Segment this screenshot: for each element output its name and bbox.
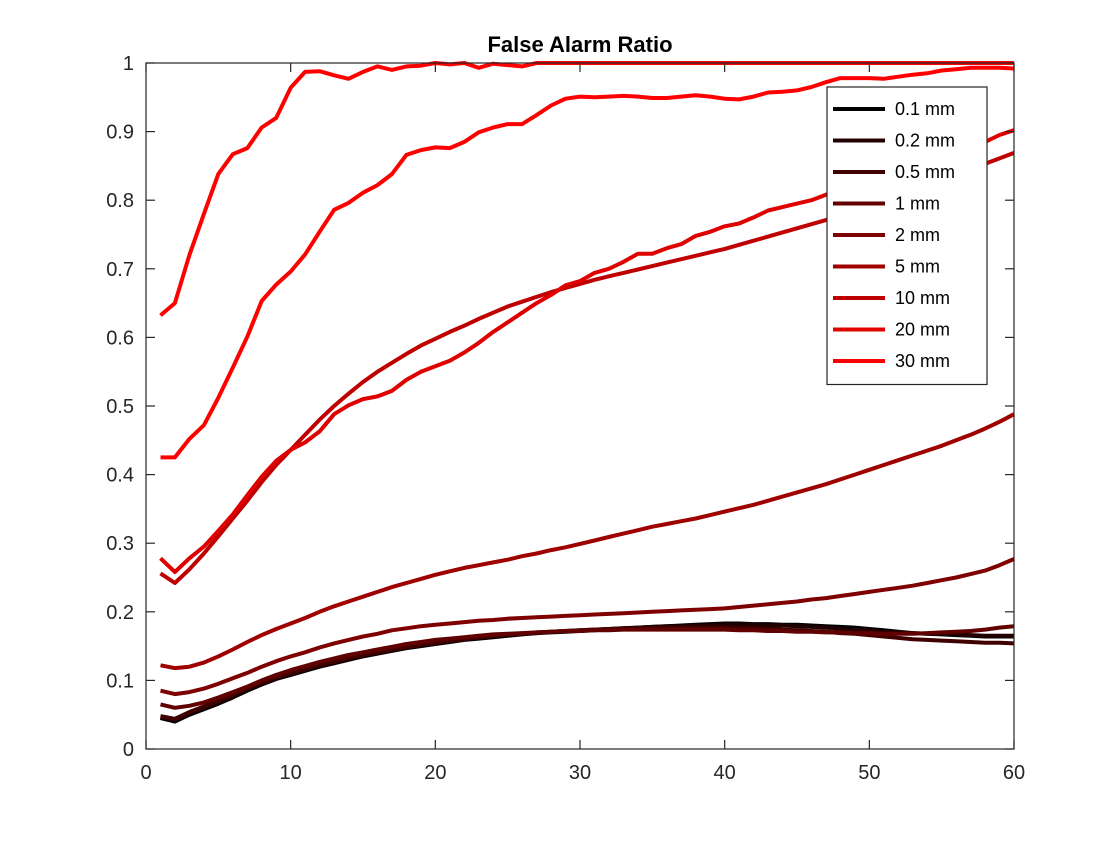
- y-tick-label: 0.6: [106, 327, 134, 349]
- legend-label: 5 mm: [895, 257, 940, 277]
- series-line-4: [160, 624, 1015, 710]
- x-tick-label: 10: [280, 762, 302, 784]
- y-tick-label: 0.3: [106, 533, 134, 555]
- y-tick-label: 0.2: [106, 602, 134, 624]
- y-tick-label: 1: [123, 53, 134, 75]
- y-tick-label: 0.5: [106, 396, 134, 418]
- y-tick-label: 0.4: [106, 465, 134, 487]
- legend-label: 10 mm: [895, 288, 950, 308]
- legend-label: 1 mm: [895, 194, 940, 214]
- x-tick-label: 20: [424, 762, 446, 784]
- y-tick-label: 0.7: [106, 259, 134, 281]
- x-tick-label: 40: [714, 762, 736, 784]
- y-tick-label: 0.9: [106, 122, 134, 144]
- x-tick-label: 30: [569, 762, 591, 784]
- legend-label: 0.5 mm: [895, 162, 955, 182]
- legend-label: 2 mm: [895, 225, 940, 245]
- y-tick-label: 0: [123, 739, 134, 761]
- legend-label: 30 mm: [895, 351, 950, 371]
- x-tick-label: 60: [1003, 762, 1025, 784]
- y-tick-label: 0.1: [106, 670, 134, 692]
- x-tick-label: 50: [858, 762, 880, 784]
- x-tick-label: 0: [140, 762, 151, 784]
- series-line-9: [160, 65, 1015, 460]
- axes-layer: 0 10 20 30 40 50 60 0 0.1 0.2 0.3 0.4 0.5 0.6 0.7 0.8 0.…: [106, 53, 1025, 784]
- legend-label: 20 mm: [895, 320, 950, 340]
- series-line-6: [160, 412, 1015, 671]
- legend: 0.1 mm 0.2 mm 0.5 mm 1 mm 2 mm 5 mm 10 mm 20 mm…: [826, 86, 988, 386]
- series-line-3: [160, 625, 1015, 721]
- legend-label: 0.2 mm: [895, 131, 955, 151]
- series-line-5: [160, 557, 1015, 697]
- y-tick-label: 0.8: [106, 190, 134, 212]
- chart-title: False Alarm Ratio: [487, 32, 672, 57]
- legend-label: 0.1 mm: [895, 99, 955, 119]
